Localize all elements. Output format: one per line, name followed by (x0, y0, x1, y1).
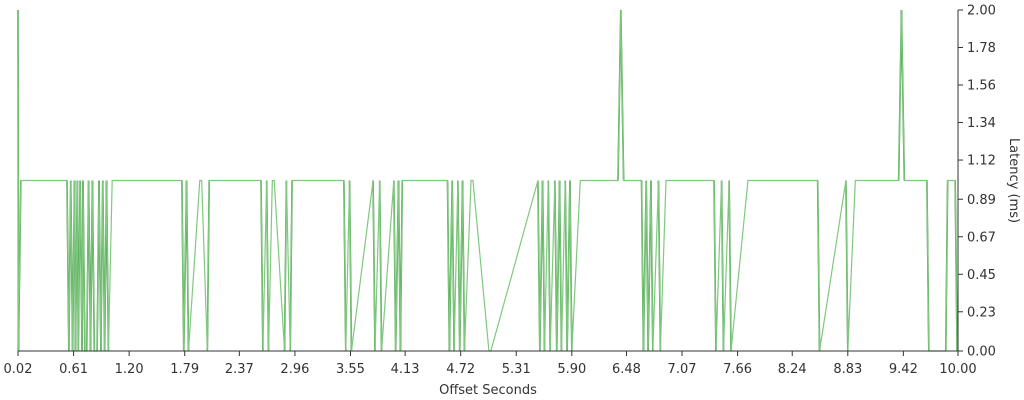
y-tick-label: 0.23 (967, 305, 996, 320)
x-tick-label: 2.37 (225, 362, 254, 377)
y-tick-label: 1.56 (967, 79, 996, 94)
plot-area (17, 9, 958, 352)
x-tick-label: 5.31 (502, 362, 531, 377)
x-tick-label: 9.42 (889, 362, 918, 377)
y-tick-label: 0.00 (967, 345, 996, 360)
y-tick-label: 1.34 (967, 116, 996, 131)
x-tick-label: 7.66 (723, 362, 752, 377)
x-tick-label: 5.90 (557, 362, 586, 377)
y-tick-label: 1.12 (967, 154, 996, 169)
y-axis-ticks: 0.00 0.23 0.45 0.67 0.89 1.12 1.34 1.56 1.78 2.00 (958, 4, 996, 360)
x-tick-label: 6.48 (612, 362, 641, 377)
y-tick-label: 0.45 (967, 268, 996, 283)
y-axis-title: Latency (ms) (1006, 138, 1021, 223)
y-tick-label: 2.00 (967, 4, 996, 19)
x-axis-ticks: 0.02 0.61 1.20 1.79 2.37 2.96 3.55 4.13 4.72 5.31… (4, 351, 977, 377)
x-axis-title: Offset Seconds (439, 383, 537, 398)
x-tick-label: 1.79 (170, 362, 199, 377)
x-tick-label: 8.24 (778, 362, 807, 377)
x-tick-label: 4.13 (391, 362, 420, 377)
x-tick-label: 7.07 (668, 362, 697, 377)
x-tick-label: 0.02 (4, 362, 33, 377)
x-tick-label: 0.61 (59, 362, 88, 377)
y-tick-label: 0.89 (967, 193, 996, 208)
x-tick-label: 1.20 (115, 362, 144, 377)
y-tick-label: 1.78 (967, 41, 996, 56)
x-tick-label: 8.83 (833, 362, 862, 377)
x-tick-label: 10.00 (939, 362, 976, 377)
x-tick-label: 3.55 (336, 362, 365, 377)
x-tick-label: 4.72 (446, 362, 475, 377)
series-line (17, 9, 958, 352)
y-tick-label: 0.67 (967, 230, 996, 245)
x-tick-label: 2.96 (280, 362, 309, 377)
